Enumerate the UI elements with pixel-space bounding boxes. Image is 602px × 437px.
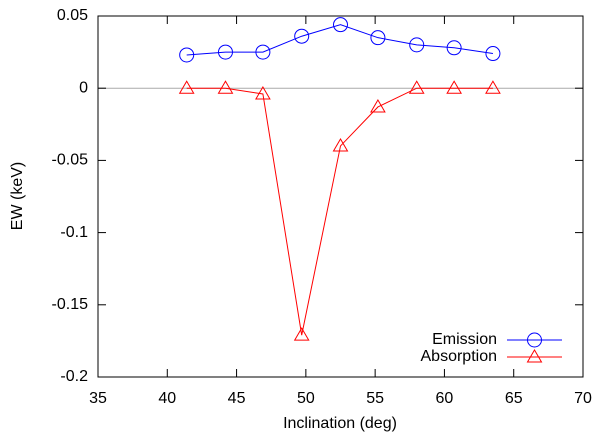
y-tick-label: -0.05 — [52, 152, 89, 169]
y-tick-label: -0.15 — [52, 296, 89, 313]
marker — [179, 47, 195, 63]
marker — [370, 98, 386, 113]
marker — [255, 85, 271, 100]
legend-marker — [526, 349, 543, 363]
legend-label: Absorption — [421, 348, 498, 365]
marker — [485, 46, 501, 62]
y-tick-label: 0 — [79, 79, 88, 96]
marker — [485, 80, 501, 94]
marker — [446, 80, 462, 94]
series-line — [186, 24, 494, 56]
plot-frame — [97, 15, 584, 378]
y-tick-label: 0.05 — [57, 7, 88, 24]
marker — [333, 17, 348, 33]
x-axis-label: Inclination (deg) — [283, 415, 397, 432]
marker — [294, 28, 310, 44]
marker — [217, 44, 233, 60]
marker — [408, 80, 425, 94]
marker — [332, 137, 349, 152]
x-tick-label: 35 — [89, 390, 107, 407]
x-tick-label: 60 — [436, 390, 454, 407]
x-tick-label: 70 — [574, 390, 592, 407]
legend-marker — [527, 332, 542, 348]
y-tick-label: -0.2 — [60, 368, 88, 385]
x-tick-label: 40 — [158, 390, 176, 407]
y-tick-label: -0.1 — [60, 224, 88, 241]
marker — [370, 30, 386, 46]
series-line — [186, 87, 493, 336]
marker — [409, 37, 425, 53]
marker — [178, 80, 195, 94]
x-tick-label: 55 — [366, 390, 384, 407]
marker — [446, 40, 462, 56]
marker — [217, 80, 234, 94]
x-tick-label: 65 — [505, 390, 523, 407]
y-axis-label: EW (keV) — [9, 162, 26, 230]
x-tick-label: 45 — [228, 390, 246, 407]
marker — [293, 327, 310, 341]
x-tick-label: 50 — [297, 390, 315, 407]
legend-label: Emission — [432, 331, 497, 348]
marker — [255, 44, 271, 60]
